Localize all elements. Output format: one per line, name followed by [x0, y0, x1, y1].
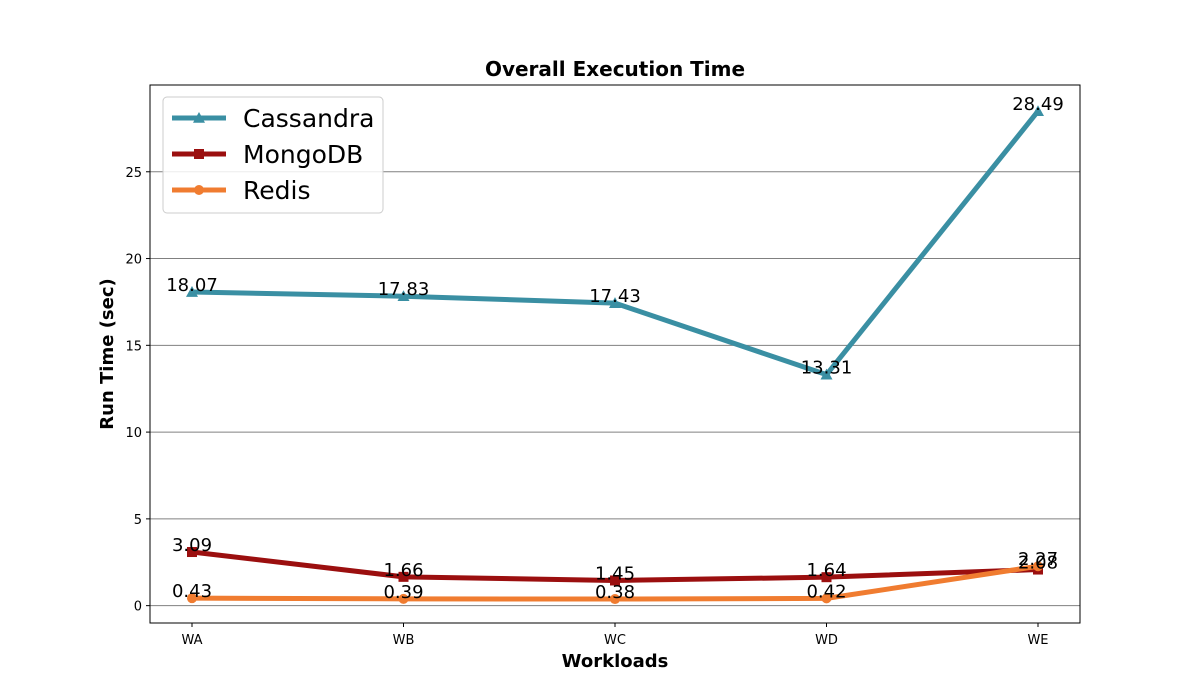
series-redis	[187, 561, 1043, 605]
data-point	[821, 593, 832, 604]
data-point	[821, 572, 832, 583]
legend-frame	[162, 96, 384, 214]
data-label: 28.49	[1012, 94, 1064, 115]
y-tick-label: 25	[125, 166, 142, 181]
y-tick-label: 15	[125, 339, 142, 354]
x-axis-ticks: WA WB WC WD WE	[181, 623, 1049, 648]
x-tick-label: WE	[1027, 633, 1048, 648]
data-label: 2.27	[1018, 549, 1058, 570]
data-point	[610, 575, 620, 586]
data-label: 13.31	[801, 358, 853, 379]
gridlines	[150, 171, 1080, 607]
legend-marker	[194, 149, 204, 159]
y-tick-label: 5	[134, 513, 142, 528]
data-point	[398, 593, 409, 604]
data-point	[397, 290, 410, 302]
data-label: 1.64	[806, 560, 846, 581]
legend-label: Cassandra	[243, 104, 374, 133]
data-label: 18.07	[166, 275, 218, 296]
data-point	[609, 297, 621, 308]
series-group	[186, 105, 1044, 605]
data-label: 1.66	[383, 560, 423, 581]
y-tick-label: 0	[134, 600, 142, 615]
legend: Cassandra MongoDB Redis	[162, 96, 384, 214]
y-axis-label: Run Time (sec)	[97, 278, 118, 429]
data-point	[187, 593, 197, 604]
legend-marker	[193, 112, 205, 123]
data-point	[820, 368, 833, 380]
x-tick-label: WB	[393, 633, 415, 648]
data-point	[1033, 561, 1043, 572]
data-label: 17.83	[378, 279, 430, 300]
data-label: 2.08	[1018, 553, 1058, 574]
data-point	[1032, 105, 1044, 117]
data-point	[186, 286, 198, 297]
data-point	[610, 594, 620, 605]
y-axis-ticks: 0 5 10 15 20 25	[125, 166, 150, 615]
legend-item: Cassandra	[172, 104, 374, 133]
y-tick-label: 10	[125, 426, 142, 441]
data-label: 0.39	[383, 582, 423, 603]
data-label: 0.43	[172, 581, 212, 602]
legend-label: MongoDB	[243, 140, 363, 169]
data-label: 17.43	[589, 286, 641, 307]
data-label: 3.09	[172, 535, 212, 556]
x-tick-label: WA	[181, 633, 202, 648]
legend-label: Redis	[243, 176, 310, 205]
legend-item: MongoDB	[172, 140, 363, 169]
legend-marker	[194, 185, 204, 195]
x-tick-label: WD	[815, 633, 838, 648]
x-tick-label: WC	[604, 633, 626, 648]
series-cassandra	[186, 105, 1044, 380]
chart-title: Overall Execution Time	[485, 57, 745, 81]
x-axis-label: Workloads	[562, 651, 669, 672]
y-tick-label: 20	[125, 253, 142, 268]
data-point	[187, 547, 197, 558]
data-label: 1.45	[595, 563, 635, 584]
data-label: 0.38	[595, 582, 635, 603]
legend-item: Redis	[172, 176, 310, 205]
data-label: 0.42	[806, 581, 846, 602]
data-labels: 18.07 17.83 17.43 13.31 28.49 3.09 1.66 1.45 1.6…	[166, 94, 1064, 603]
data-point	[398, 571, 409, 582]
